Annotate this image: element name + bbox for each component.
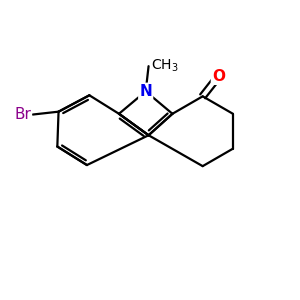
Text: Br: Br [14, 107, 32, 122]
Text: N: N [139, 84, 152, 99]
Text: O: O [212, 69, 225, 84]
Text: CH$_3$: CH$_3$ [151, 58, 178, 74]
